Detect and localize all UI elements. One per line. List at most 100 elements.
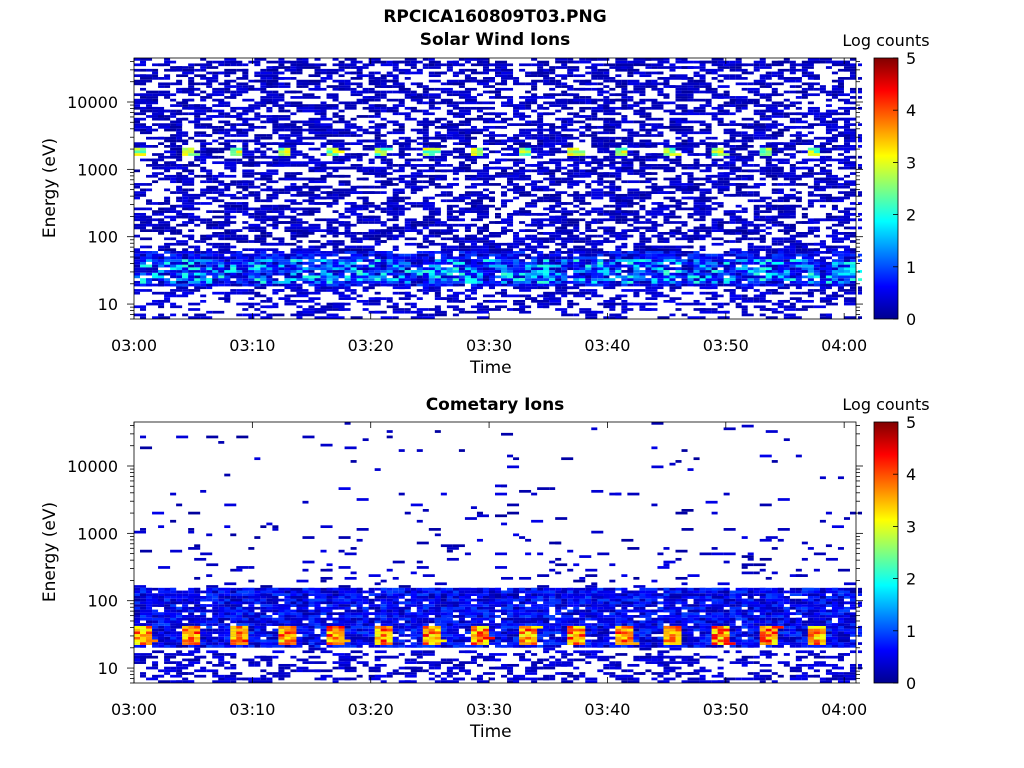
heatmap-cell: [591, 196, 604, 200]
heatmap-cell: [464, 123, 471, 126]
heatmap-cell: [470, 169, 483, 173]
heatmap-cell: [200, 240, 207, 243]
heatmap-cell: [308, 177, 315, 181]
heatmap-cell: [182, 202, 195, 205]
heatmap-cell: [440, 199, 447, 203]
heatmap-cell: [591, 229, 598, 232]
heatmap-cell: [639, 264, 652, 268]
heatmap-cell: [368, 185, 375, 189]
heatmap-cell: [705, 256, 712, 260]
heatmap-cell: [434, 177, 447, 181]
heatmap-cell: [296, 125, 303, 129]
heatmap-cell: [488, 142, 502, 145]
heatmap-cell: [513, 172, 526, 175]
heatmap-cell: [669, 210, 676, 213]
heatmap-cell: [567, 153, 580, 156]
heatmap-cell: [482, 147, 489, 151]
heatmap-cell: [224, 58, 237, 61]
heatmap-cell: [410, 272, 417, 276]
heatmap-cell: [278, 63, 285, 67]
heatmap-cell: [675, 185, 682, 189]
heatmap-cell: [717, 60, 730, 64]
heatmap-cell: [386, 71, 393, 75]
heatmap-cell: [422, 204, 435, 208]
heatmap-cell: [398, 210, 405, 213]
heatmap-cell: [146, 136, 153, 140]
heatmap-cell: [488, 79, 495, 83]
heatmap-cell: [651, 272, 664, 276]
heatmap-cell: [621, 229, 634, 232]
heatmap-cell: [404, 237, 417, 241]
heatmap-cell: [206, 280, 219, 284]
heatmap-cell: [350, 264, 357, 268]
heatmap-cell: [272, 251, 279, 254]
heatmap-cell: [176, 174, 189, 178]
heatmap-cell: [194, 131, 207, 135]
heatmap-cell: [657, 202, 664, 205]
heatmap-cell: [242, 142, 249, 145]
heatmap-cell: [495, 207, 502, 211]
heatmap-cell: [561, 85, 574, 88]
heatmap-cell: [597, 275, 604, 279]
heatmap-cell: [717, 120, 724, 124]
heatmap-cell: [639, 74, 652, 78]
heatmap-cell: [350, 291, 357, 295]
heatmap-cell: [158, 142, 165, 145]
heatmap-cell: [308, 210, 315, 213]
heatmap-cell: [603, 79, 610, 83]
heatmap-cell: [350, 207, 363, 211]
heatmap-cell: [326, 193, 333, 197]
heatmap-cell: [446, 270, 453, 273]
heatmap-cell: [374, 291, 381, 295]
heatmap-cell: [603, 136, 610, 140]
heatmap-cell: [236, 283, 243, 287]
heatmap-cell: [633, 256, 640, 260]
heatmap-cell: [621, 316, 628, 319]
heatmap-cell: [356, 215, 363, 219]
heatmap-cell: [717, 153, 730, 156]
heatmap-cell: [176, 229, 183, 232]
heatmap-cell: [627, 180, 640, 184]
heatmap-cell: [573, 270, 580, 273]
heatmap-cell: [260, 305, 273, 309]
heatmap-cell: [416, 204, 429, 208]
heatmap-cell: [440, 272, 447, 276]
heatmap-cell: [410, 226, 417, 230]
heatmap-cell: [519, 142, 532, 145]
heatmap-cell: [362, 98, 375, 102]
heatmap-cell: [699, 215, 706, 219]
heatmap-cell: [242, 212, 249, 216]
heatmap-cell: [356, 153, 363, 156]
heatmap-cell: [206, 253, 213, 257]
heatmap-cell: [609, 79, 622, 83]
heatmap-cell: [362, 267, 375, 271]
heatmap-cell: [152, 164, 165, 167]
heatmap-cell: [254, 71, 261, 75]
heatmap-cell: [368, 261, 375, 265]
heatmap-cell: [386, 145, 393, 148]
heatmap-cell: [326, 166, 339, 170]
heatmap-cell: [687, 253, 700, 257]
heatmap-cell: [296, 264, 303, 268]
heatmap-cell: [711, 253, 718, 257]
heatmap-cell: [200, 316, 213, 319]
heatmap-cell: [332, 166, 345, 170]
heatmap-cell: [729, 291, 736, 295]
heatmap-cell: [140, 77, 153, 80]
heatmap-cell: [627, 164, 634, 167]
heatmap-cell: [350, 270, 357, 273]
heatmap-cell: [416, 82, 423, 86]
heatmap-cell: [663, 232, 670, 235]
heatmap-cell: [170, 93, 177, 97]
heatmap-cell: [729, 104, 736, 107]
heatmap-cell: [579, 275, 592, 279]
heatmap-cell: [669, 234, 676, 238]
heatmap-cell: [242, 261, 249, 265]
heatmap-cell: [519, 177, 532, 181]
heatmap-cell: [627, 202, 640, 205]
heatmap-cell: [152, 63, 165, 67]
heatmap-cell: [440, 242, 447, 246]
heatmap-cell: [669, 150, 676, 154]
heatmap-cell: [176, 66, 189, 69]
heatmap-cell: [266, 79, 279, 83]
